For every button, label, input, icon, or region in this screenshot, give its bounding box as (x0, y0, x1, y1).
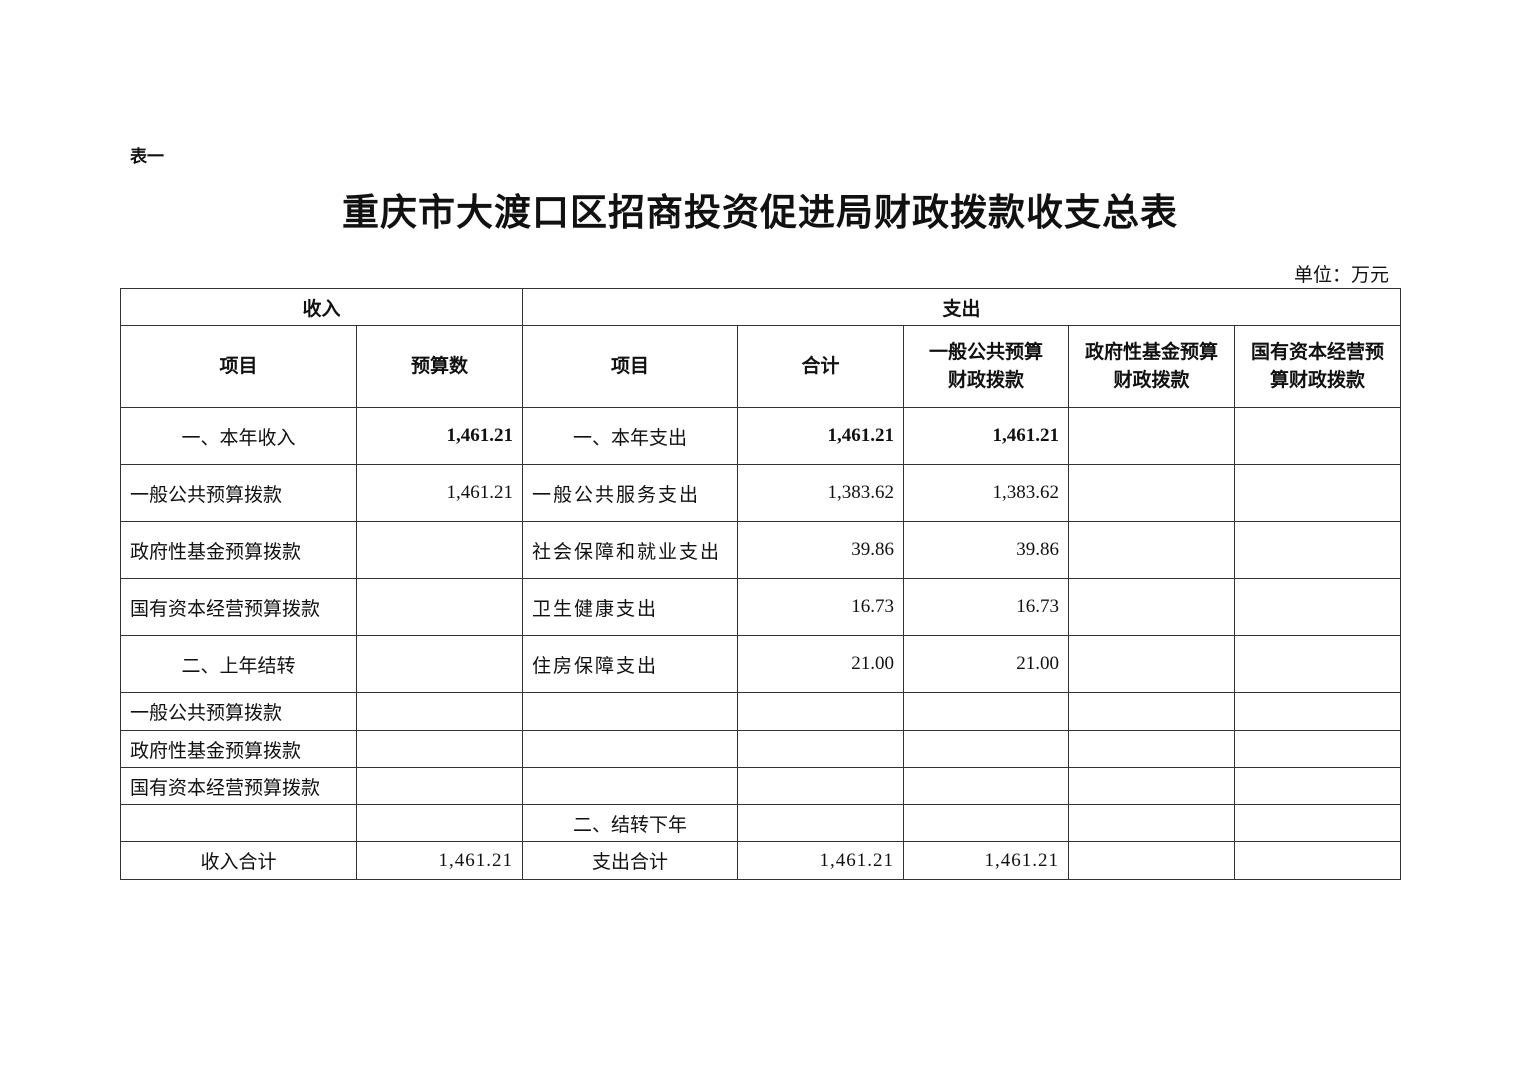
state-capital-budget-cell (1234, 635, 1402, 693)
income-item-cell: 国有资本经营预算拨款 (120, 578, 357, 636)
expense-total-cell (737, 767, 905, 805)
fund-budget-cell (1068, 692, 1236, 731)
state-capital-budget-cell (1234, 407, 1402, 465)
income-item-cell: 二、上年结转 (120, 635, 357, 693)
expense-item-cell: 一、本年支出 (522, 407, 739, 465)
table-row: 收入合计 1,461.21 支出合计 1,461.21 1,461.21 (120, 841, 1402, 880)
table-row: 二、结转下年 (120, 804, 1402, 842)
state-capital-budget-cell (1234, 804, 1402, 842)
income-budget-cell (355, 635, 524, 693)
expense-item-cell (522, 767, 739, 805)
expense-total-cell: 1,461.21 (737, 407, 905, 465)
income-item-cell: 收入合计 (120, 841, 357, 880)
general-budget-cell (903, 767, 1070, 805)
table-row: 一般公共预算拨款 (120, 692, 1402, 731)
income-budget-cell (355, 730, 524, 768)
state-capital-budget-cell (1234, 464, 1402, 522)
general-budget-cell (903, 692, 1070, 731)
state-capital-budget-cell (1234, 692, 1402, 731)
table-row: 国有资本经营预算拨款 (120, 767, 1402, 805)
fund-budget-cell (1068, 464, 1236, 522)
income-item-cell: 政府性基金预算拨款 (120, 521, 357, 579)
state-capital-budget-cell (1234, 767, 1402, 805)
group-header-row: 收入 支出 (119, 288, 1402, 326)
column-header: 项目 (522, 325, 739, 408)
expense-item-cell: 一般公共服务支出 (522, 464, 739, 522)
expense-header: 支出 (522, 288, 1402, 326)
fund-budget-cell (1068, 841, 1236, 880)
expense-total-cell: 1,383.62 (737, 464, 905, 522)
expense-item-cell: 住房保障支出 (522, 635, 739, 693)
general-budget-cell: 1,461.21 (903, 407, 1070, 465)
general-budget-cell (903, 804, 1070, 842)
table-row: 国有资本经营预算拨款 卫生健康支出 16.73 16.73 (120, 578, 1402, 636)
expense-item-cell (522, 730, 739, 768)
expense-total-cell: 16.73 (737, 578, 905, 636)
income-budget-cell (355, 692, 524, 731)
income-budget-cell (355, 578, 524, 636)
table-row: 政府性基金预算拨款 (120, 730, 1402, 768)
fund-budget-cell (1068, 521, 1236, 579)
table-label: 表一 (130, 147, 164, 166)
state-capital-budget-cell (1234, 578, 1402, 636)
general-budget-cell: 16.73 (903, 578, 1070, 636)
expense-total-cell: 39.86 (737, 521, 905, 579)
general-budget-cell: 1,383.62 (903, 464, 1070, 522)
income-budget-cell (355, 521, 524, 579)
expense-item-cell (522, 692, 739, 731)
general-budget-cell: 39.86 (903, 521, 1070, 579)
column-header: 政府性基金预算财政拨款 (1068, 325, 1236, 408)
unit-label: 单位：万元 (1293, 265, 1389, 286)
fund-budget-cell (1068, 767, 1236, 805)
column-header: 国有资本经营预算财政拨款 (1234, 325, 1402, 408)
column-header: 合计 (737, 325, 905, 408)
general-budget-cell: 1,461.21 (903, 841, 1070, 880)
income-budget-cell (355, 767, 524, 805)
income-item-cell (120, 804, 357, 842)
table-row: 政府性基金预算拨款 社会保障和就业支出 39.86 39.86 (120, 521, 1402, 579)
general-budget-cell (903, 730, 1070, 768)
expense-total-cell: 21.00 (737, 635, 905, 693)
income-item-cell: 一般公共预算拨款 (120, 692, 357, 731)
state-capital-budget-cell (1234, 841, 1402, 880)
expense-item-cell: 卫生健康支出 (522, 578, 739, 636)
fund-budget-cell (1068, 804, 1236, 842)
income-item-cell: 一、本年收入 (120, 407, 357, 465)
expense-total-cell (737, 730, 905, 768)
income-item-cell: 政府性基金预算拨款 (120, 730, 357, 768)
expense-total-cell (737, 804, 905, 842)
state-capital-budget-cell (1234, 730, 1402, 768)
fund-budget-cell (1068, 578, 1236, 636)
table-row: 一、本年收入 1,461.21 一、本年支出 1,461.21 1,461.21 (120, 407, 1402, 465)
expense-item-cell: 支出合计 (522, 841, 739, 880)
fund-budget-cell (1068, 407, 1236, 465)
column-header: 预算数 (355, 325, 524, 408)
column-header: 项目 (120, 325, 357, 408)
table-row: 一般公共预算拨款 1,461.21 一般公共服务支出 1,383.62 1,383.62 (120, 464, 1402, 522)
income-budget-cell: 1,461.21 (355, 407, 524, 465)
expense-item-cell: 社会保障和就业支出 (522, 521, 739, 579)
fund-budget-cell (1068, 635, 1236, 693)
page-title: 重庆市大渡口区招商投资促进局财政拨款收支总表 (342, 193, 1178, 234)
income-header: 收入 (119, 288, 524, 326)
income-item-cell: 一般公共预算拨款 (120, 464, 357, 522)
state-capital-budget-cell (1234, 521, 1402, 579)
budget-table: 收入 支出 项目 预算数 项目 合计 一般公共预算财政拨款 政府性基金预算财政拨… (119, 288, 1402, 880)
column-header: 一般公共预算财政拨款 (903, 325, 1070, 408)
general-budget-cell: 21.00 (903, 635, 1070, 693)
fund-budget-cell (1068, 730, 1236, 768)
expense-item-cell: 二、结转下年 (522, 804, 739, 842)
income-item-cell: 国有资本经营预算拨款 (120, 767, 357, 805)
column-header-row: 项目 预算数 项目 合计 一般公共预算财政拨款 政府性基金预算财政拨款 国有资本… (120, 325, 1402, 408)
income-budget-cell: 1,461.21 (355, 464, 524, 522)
income-budget-cell: 1,461.21 (355, 841, 524, 880)
expense-total-cell: 1,461.21 (737, 841, 905, 880)
income-budget-cell (355, 804, 524, 842)
expense-total-cell (737, 692, 905, 731)
table-row: 二、上年结转 住房保障支出 21.00 21.00 (120, 635, 1402, 693)
